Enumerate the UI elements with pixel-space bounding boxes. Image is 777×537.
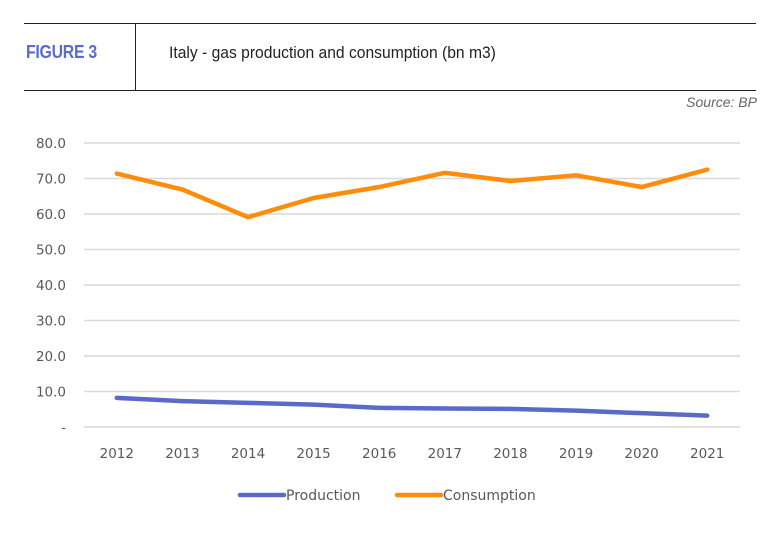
legend-label-consumption: Consumption (443, 488, 536, 504)
x-tick-label: 2020 (624, 446, 658, 462)
y-tick-label: 50.0 (36, 243, 66, 259)
source-note: Source: BP (686, 94, 757, 110)
x-tick-label: 2016 (362, 446, 396, 462)
x-tick-label: 2012 (100, 446, 134, 462)
legend: Production Consumption (237, 488, 536, 504)
figure-label: FIGURE 3 (26, 42, 97, 62)
legend-label-production: Production (286, 488, 360, 504)
x-tick-label: 2017 (428, 446, 462, 462)
x-tick-label: 2013 (165, 446, 199, 462)
y-tick-label: 80.0 (36, 136, 66, 152)
series-line-production (114, 395, 710, 418)
y-tick-label: 20.0 (36, 349, 66, 365)
y-tick-label: 40.0 (36, 278, 66, 294)
x-tick-label: 2018 (493, 446, 527, 462)
series-line-consumption (114, 167, 710, 220)
x-tick-label: 2014 (231, 446, 265, 462)
y-tick-label: 60.0 (36, 207, 66, 223)
x-tick-label: 2015 (296, 446, 330, 462)
y-tick-label: 70.0 (36, 172, 66, 188)
chart-title: Italy - gas production and consumption (… (169, 43, 496, 62)
x-axis-ticks: 2012 2013 2014 2015 2016 2017 2018 2019 2020 2021 (100, 446, 725, 462)
header-divider (135, 24, 136, 90)
y-tick-label: 10.0 (36, 385, 66, 401)
x-tick-label: 2019 (559, 446, 593, 462)
y-axis-ticks: - 10.0 20.0 30.0 40.0 50.0 60.0 70.0 80.0 (36, 136, 66, 436)
y-tick-label: 30.0 (36, 314, 66, 330)
series-lines (114, 167, 710, 418)
y-tick-label: - (61, 420, 66, 436)
x-tick-label: 2021 (690, 446, 724, 462)
figure-header: FIGURE 3 Italy - gas production and cons… (24, 23, 756, 91)
